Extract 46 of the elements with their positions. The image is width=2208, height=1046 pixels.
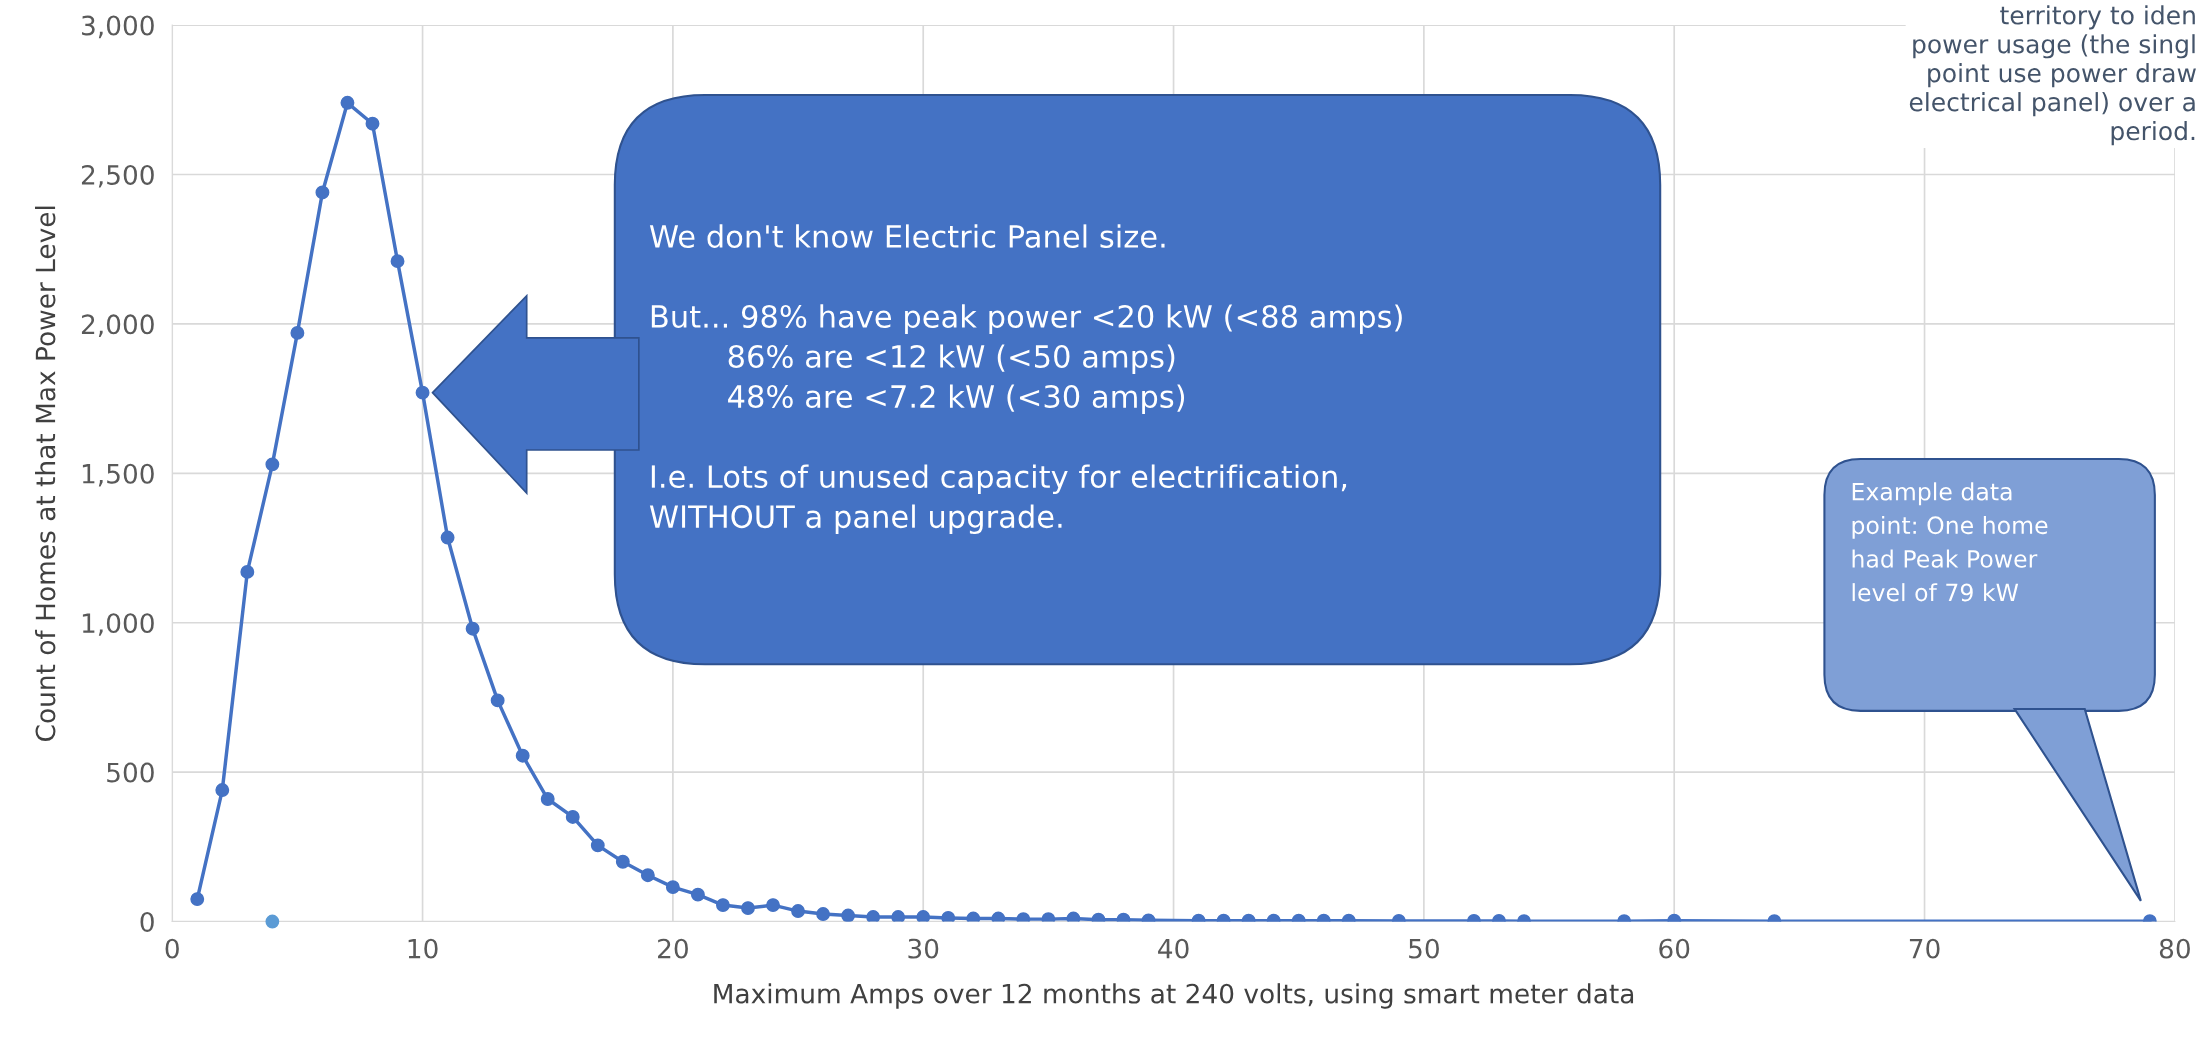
y-tick-label: 1,000 xyxy=(82,613,154,636)
point xyxy=(540,792,555,806)
point xyxy=(365,116,380,131)
x-tick-label: 40 xyxy=(1158,938,1189,959)
point xyxy=(465,621,480,636)
point xyxy=(991,911,1006,922)
point xyxy=(565,809,580,824)
point xyxy=(941,910,956,922)
y-tick-label: 2,000 xyxy=(81,314,154,337)
point xyxy=(265,457,280,472)
x-tick-label: 10 xyxy=(408,938,438,959)
y-tick-label: 1,500 xyxy=(82,463,154,487)
point xyxy=(340,95,355,110)
annotation: Example data point: One home had Peak Power level of 79 kW xyxy=(1852,482,2048,602)
point xyxy=(240,564,255,579)
point xyxy=(1066,911,1081,922)
y-tick-label: 2,500 xyxy=(81,164,154,188)
point xyxy=(390,254,405,269)
y-tick-label: 500 xyxy=(107,762,154,783)
point xyxy=(440,530,455,545)
point xyxy=(490,693,505,708)
annotation: territory to iden power usage (the singl point use power draw electrical panel) over a period. xyxy=(1909,5,2196,146)
point xyxy=(916,910,931,922)
x-tick-label: 30 xyxy=(908,938,939,959)
y-axis-title: Count of Homes at that Max Power Level xyxy=(35,206,56,741)
x-tick-label: 60 xyxy=(1659,938,1690,959)
text: We don't know Electric Panel size. But... 98% have peak power <20 kW (<88 amps) 86% are <12 kW (<50 amps) 48% are <7.2 kW (<30 amps) I.e. Lots of unused capacity for electrification, WITHOUT a panel upgrade. xyxy=(649,224,1402,535)
x-tick-label: 70 xyxy=(1909,938,1940,959)
x-tick-label: 20 xyxy=(658,938,688,959)
point xyxy=(215,783,230,797)
point xyxy=(515,748,530,763)
point xyxy=(891,910,906,922)
point xyxy=(290,325,305,340)
point xyxy=(690,887,705,902)
point xyxy=(315,185,330,200)
point xyxy=(841,908,856,922)
point xyxy=(415,385,430,400)
point xyxy=(966,911,981,922)
point xyxy=(615,854,630,869)
y-tick-label: 3,000 xyxy=(82,15,154,39)
x-axis-title: Maximum Amps over 12 months at 240 volts, using smart meter data xyxy=(714,983,1634,1009)
point xyxy=(866,910,881,922)
x-tick-label: 50 xyxy=(1409,938,1439,959)
x-tick-label: 0 xyxy=(165,938,179,959)
x-tick-label: 80 xyxy=(2159,938,2190,959)
y-tick-label: 0 xyxy=(140,911,154,932)
